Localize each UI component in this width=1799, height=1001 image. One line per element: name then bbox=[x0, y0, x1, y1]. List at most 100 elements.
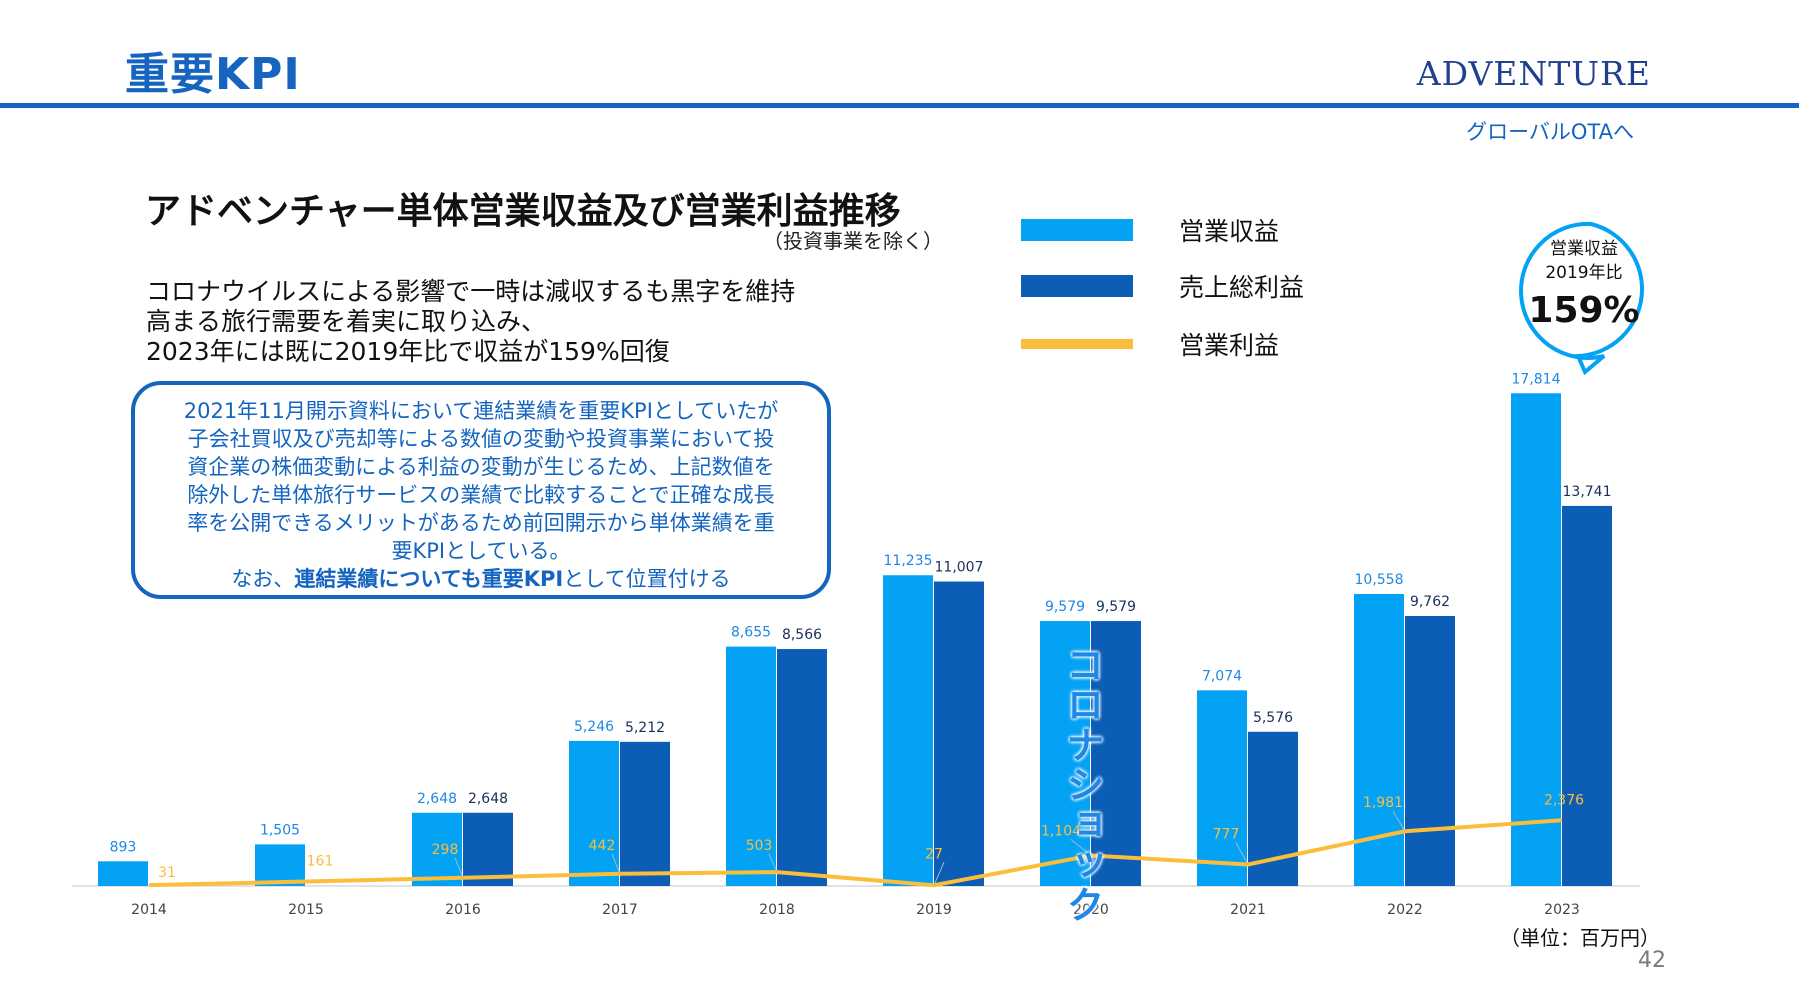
data-label-gross-profit: 11,007 bbox=[935, 560, 984, 576]
bar-revenue bbox=[412, 812, 462, 886]
data-label-gross-profit: 5,212 bbox=[625, 720, 665, 736]
data-label-revenue: 10,558 bbox=[1355, 572, 1404, 588]
data-label-revenue: 5,246 bbox=[574, 719, 614, 735]
callout-line2: 2019年比 bbox=[1545, 263, 1622, 283]
data-label-revenue: 8,655 bbox=[731, 625, 771, 641]
unit-label: （単位：百万円） bbox=[1500, 926, 1660, 950]
data-label-operating-profit: 31 bbox=[158, 865, 176, 881]
legend-label: 営業利益 bbox=[1179, 331, 1280, 360]
data-label-revenue: 893 bbox=[110, 839, 137, 855]
summary-line: 2023年には既に2019年比で収益が159%回復 bbox=[146, 337, 670, 366]
leader-line bbox=[768, 853, 778, 873]
data-label-operating-profit: 1,981 bbox=[1363, 795, 1403, 811]
bar-revenue bbox=[1511, 393, 1561, 886]
data-label-gross-profit: 8,566 bbox=[782, 627, 822, 643]
bar-gross-profit bbox=[1091, 621, 1141, 886]
data-label-gross-profit: 9,762 bbox=[1410, 594, 1450, 610]
callout-bubble bbox=[1519, 221, 1644, 376]
x-tick-label: 2022 bbox=[1387, 902, 1423, 918]
note-line: 子会社買収及び売却等による数値の変動や投資事業において投 bbox=[187, 427, 775, 451]
x-tick-label: 2019 bbox=[916, 902, 952, 918]
company-logo: ADVENTURE bbox=[1416, 54, 1651, 93]
data-label-gross-profit: 5,576 bbox=[1253, 710, 1293, 726]
data-label-revenue: 11,235 bbox=[884, 553, 933, 569]
leader-line bbox=[454, 857, 464, 878]
x-tick-label: 2015 bbox=[288, 902, 324, 918]
bar-revenue bbox=[726, 646, 776, 886]
legend-item-gross-profit: 売上総利益 bbox=[1021, 266, 1304, 306]
legend-label: 売上総利益 bbox=[1179, 273, 1305, 302]
series-line-operating-profit bbox=[148, 818, 1563, 888]
x-tick-label: 2021 bbox=[1230, 902, 1266, 918]
legend-swatch-operating-profit bbox=[1021, 339, 1133, 349]
note-line: 要KPIとしている。 bbox=[391, 539, 571, 563]
x-tick-label: 2014 bbox=[131, 902, 167, 918]
data-label-revenue: 2,648 bbox=[417, 791, 457, 807]
bar-revenue bbox=[98, 861, 148, 886]
page-number: 42 bbox=[1638, 948, 1666, 973]
section-note: （投資事業を除く） bbox=[763, 229, 943, 253]
legend-label: 営業収益 bbox=[1179, 217, 1280, 246]
covid-shock-annotation: コロナショック bbox=[1060, 645, 1104, 925]
data-label-operating-profit: 27 bbox=[925, 846, 943, 862]
leader-line bbox=[1392, 810, 1406, 832]
bar-revenue bbox=[255, 844, 305, 886]
data-label-revenue: 9,579 bbox=[1045, 599, 1085, 615]
section-title: アドベンチャー単体営業収益及び営業利益推移 bbox=[145, 191, 901, 232]
note-line: 除外した単体旅行サービスの業績で比較することで正確な成長 bbox=[187, 483, 775, 507]
bar-revenue bbox=[1040, 621, 1090, 886]
bar-gross-profit bbox=[1405, 615, 1455, 886]
tagline: グローバルOTAへ bbox=[1466, 120, 1634, 144]
data-label-revenue: 1,505 bbox=[260, 822, 300, 838]
data-label-operating-profit: 161 bbox=[307, 854, 334, 870]
page-title: 重要KPI bbox=[125, 49, 301, 100]
note-emphasis: 連結業績についても重要KPI bbox=[294, 567, 564, 591]
data-label-gross-profit: 13,741 bbox=[1563, 484, 1612, 500]
legend-swatch-gross-profit bbox=[1021, 275, 1133, 297]
note-line: 2021年11月開示資料において連結業績を重要KPIとしていたが bbox=[183, 399, 779, 423]
note-prefix: なお、 bbox=[231, 567, 295, 591]
summary-text: コロナウイルスによる影響で一時は減収するも黒字を維持 高まる旅行需要を着実に取り… bbox=[146, 277, 795, 367]
leader-line bbox=[1235, 842, 1249, 865]
data-label-revenue: 17,814 bbox=[1512, 371, 1561, 387]
data-label-operating-profit: 298 bbox=[432, 842, 459, 858]
leader-line bbox=[933, 862, 945, 886]
x-tick-label: 2018 bbox=[759, 902, 795, 918]
legend-item-revenue: 営業収益 bbox=[1021, 210, 1279, 250]
note-line: 資企業の株価変動による利益の変動が生じるため、上記数値を bbox=[187, 455, 775, 479]
header-divider bbox=[0, 103, 1799, 108]
legend-swatch-revenue bbox=[1021, 219, 1133, 241]
data-label-operating-profit: 2,376 bbox=[1544, 792, 1584, 808]
note-box: 2021年11月開示資料において連結業績を重要KPIとしていたが 子会社買収及び… bbox=[131, 381, 831, 599]
summary-line: コロナウイルスによる影響で一時は減収するも黒字を維持 bbox=[146, 277, 796, 306]
bar-revenue bbox=[883, 575, 933, 886]
note-line-last: なお、連結業績についても重要KPIとして位置付ける bbox=[153, 565, 809, 593]
note-line: 率を公開できるメリットがあるため前回開示から単体業績を重 bbox=[187, 511, 775, 535]
x-tick-label: 2016 bbox=[445, 902, 481, 918]
callout-line1: 営業収益 bbox=[1550, 239, 1618, 259]
data-label-gross-profit: 2,648 bbox=[468, 791, 508, 807]
bar-gross-profit bbox=[777, 649, 827, 886]
bar-gross-profit bbox=[620, 741, 670, 886]
bar-gross-profit bbox=[934, 581, 984, 886]
data-label-operating-profit: 777 bbox=[1213, 827, 1240, 843]
x-tick-label: 2020 bbox=[1073, 902, 1109, 918]
bar-revenue bbox=[569, 740, 619, 886]
x-tick-label: 2023 bbox=[1544, 902, 1580, 918]
bar-gross-profit bbox=[1562, 505, 1612, 886]
leader-line bbox=[1070, 839, 1092, 856]
data-label-revenue: 7,074 bbox=[1202, 668, 1242, 684]
data-label-operating-profit: 503 bbox=[746, 838, 773, 854]
x-tick-label: 2017 bbox=[602, 902, 638, 918]
callout-value: 159% bbox=[1528, 290, 1639, 331]
data-label-gross-profit: 9,579 bbox=[1096, 599, 1136, 615]
data-label-operating-profit: 442 bbox=[589, 838, 616, 854]
legend-item-operating-profit: 営業利益 bbox=[1021, 324, 1279, 364]
bar-gross-profit bbox=[463, 812, 513, 886]
bar-revenue bbox=[1197, 690, 1247, 886]
leader-line bbox=[611, 853, 621, 874]
growth-callout: 営業収益 2019年比 159% bbox=[1519, 221, 1644, 376]
data-label-operating-profit: 1,104 bbox=[1041, 823, 1081, 839]
summary-line: 高まる旅行需要を着実に取り込み、 bbox=[146, 307, 547, 336]
